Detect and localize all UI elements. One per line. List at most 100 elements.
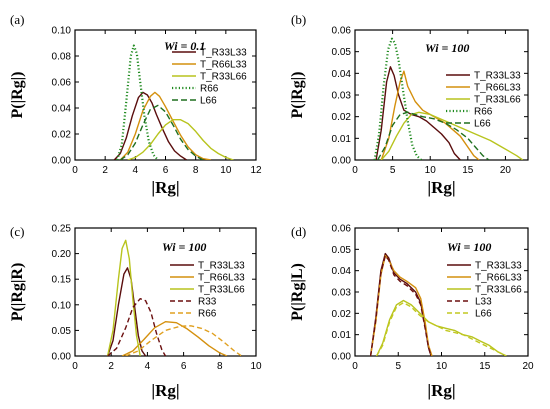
y-tick-label: 0.03 xyxy=(332,91,352,102)
y-tick-label: 0.10 xyxy=(52,26,72,37)
wi-annotation: Wi = 100 xyxy=(425,41,469,55)
y-tick-label: 0.02 xyxy=(332,112,352,123)
series-T_R66L33 xyxy=(380,70,480,160)
legend-label: L66 xyxy=(474,119,491,130)
y-axis-label: P(|Rg|) xyxy=(9,71,26,118)
series-T_R66L33 xyxy=(119,91,211,160)
y-tick-label: 0.00 xyxy=(52,352,72,363)
series-L66 xyxy=(376,111,490,160)
x-tick-label: 15 xyxy=(462,165,474,176)
x-tick-label: 15 xyxy=(479,361,491,372)
x-tick-label: 8 xyxy=(217,361,223,372)
y-tick-label: 0.08 xyxy=(52,52,72,63)
y-tick-label: 0.20 xyxy=(52,249,72,260)
x-tick-label: 2 xyxy=(102,165,108,176)
x-tick-label: 0 xyxy=(72,165,78,176)
series-L33 xyxy=(369,254,432,356)
panel-label: (b) xyxy=(291,12,306,27)
legend-label: T_R33L33 xyxy=(200,48,247,59)
panel-2: 0 2 4 6 8 100.000.050.100.150.200.25T_R33L33T… xyxy=(9,224,262,401)
panel-label: (a) xyxy=(10,12,24,27)
y-tick-label: 0.02 xyxy=(52,130,72,141)
x-tick-label: 8 xyxy=(193,165,199,176)
y-tick-label: 0.00 xyxy=(332,156,352,167)
series-T_R33L33 xyxy=(375,66,461,160)
x-axis-label: |Rg| xyxy=(151,381,179,400)
series-T_R33L66 xyxy=(127,118,234,160)
x-tick-label: 12 xyxy=(250,165,262,176)
legend-label: T_R33L66 xyxy=(475,285,522,296)
x-tick-label: 0 xyxy=(72,361,78,372)
x-tick-label: 10 xyxy=(220,165,232,176)
series-L66 xyxy=(375,302,507,356)
y-axis-label: P(|Rg|R) xyxy=(9,263,26,322)
y-tick-label: 0.04 xyxy=(52,104,72,115)
legend-label: R66 xyxy=(200,84,219,95)
legend-label: T_R66L33 xyxy=(198,273,245,284)
legend-label: T_R66L33 xyxy=(474,83,521,94)
series-L66 xyxy=(119,104,204,160)
x-tick-label: 0 xyxy=(352,361,358,372)
x-tick-label: 4 xyxy=(145,361,151,372)
y-tick-label: 0.04 xyxy=(332,69,352,80)
legend-label: T_R33L33 xyxy=(475,261,522,272)
legend-label: R66 xyxy=(198,309,217,320)
panel-0: 0 2 4 6 8 10 12 0.00 0.02 0.04 0.06 0.08 0.10 T_R33L3… xyxy=(9,12,262,197)
panel-label: (d) xyxy=(291,224,306,239)
series-R33 xyxy=(107,298,167,356)
series-T_R33L66 xyxy=(380,111,524,160)
y-tick-label: 0.05 xyxy=(52,326,72,337)
y-axis-label: P(|Rg|L) xyxy=(289,263,306,321)
legend-label: T_R66L33 xyxy=(475,273,522,284)
legend-label: T_R33L66 xyxy=(200,72,247,83)
legend-label: L33 xyxy=(475,297,492,308)
series-T_R66L33 xyxy=(121,321,228,356)
y-tick-label: 0.25 xyxy=(52,224,72,235)
series-T_R33L66 xyxy=(375,299,507,356)
x-axis-label: |Rg| xyxy=(427,178,455,197)
wi-annotation: Wi = 100 xyxy=(447,240,491,254)
y-tick-label: 0.05 xyxy=(332,47,352,58)
x-tick-label: 4 xyxy=(133,165,139,176)
series-T_R66L33 xyxy=(369,254,433,356)
series-T_R33L66 xyxy=(106,239,141,356)
legend-label: T_R33L66 xyxy=(474,95,521,106)
y-tick-label: 0.04 xyxy=(332,266,352,277)
y-tick-label: 0.01 xyxy=(332,134,352,145)
x-tick-label: 0 xyxy=(352,165,358,176)
legend-label: L66 xyxy=(200,96,217,107)
x-tick-label: 20 xyxy=(500,165,512,176)
x-tick-label: 6 xyxy=(181,361,187,372)
panel-3: 0 5 10 15 20 0.00 0.01 0.02 0.03 0.04 0.05 0.06 T_R3… xyxy=(289,224,534,401)
x-tick-label: 5 xyxy=(395,361,401,372)
x-tick-label: 10 xyxy=(436,361,448,372)
legend-label: R66 xyxy=(474,107,493,118)
x-tick-label: 10 xyxy=(425,165,437,176)
x-tick-label: 5 xyxy=(390,165,396,176)
wi-annotation: Wi = 0.1 xyxy=(164,39,205,53)
y-tick-label: 0.02 xyxy=(332,309,352,320)
x-axis-label: |Rg| xyxy=(427,381,455,400)
x-tick-label: 20 xyxy=(522,361,534,372)
panel-1: 0 5 10 15 20 0.00 0.01 0.02 0.03 0.04 0.05 0.06 T_R3… xyxy=(289,12,529,197)
wi-annotation: Wi = 100 xyxy=(162,240,206,254)
y-tick-label: 0.05 xyxy=(332,245,352,256)
y-tick-label: 0.06 xyxy=(332,26,352,37)
panel-label: (c) xyxy=(10,224,24,239)
x-tick-label: 6 xyxy=(163,165,169,176)
x-tick-label: 2 xyxy=(108,361,114,372)
series-R66 xyxy=(116,44,159,160)
legend-label: T_R33L33 xyxy=(198,261,245,272)
y-axis-label: P(|Rg|) xyxy=(289,71,306,118)
y-tick-label: 0.15 xyxy=(52,275,72,286)
y-tick-label: 0.10 xyxy=(52,300,72,311)
series-R66 xyxy=(125,325,242,356)
legend-label: T_R66L33 xyxy=(200,60,247,71)
legend-label: T_R33L66 xyxy=(198,285,245,296)
legend-label: T_R33L33 xyxy=(474,71,521,82)
y-tick-label: 0.00 xyxy=(332,352,352,363)
y-tick-label: 0.06 xyxy=(332,224,352,235)
legend-label: L66 xyxy=(475,309,492,320)
x-tick-label: 10 xyxy=(250,361,262,372)
